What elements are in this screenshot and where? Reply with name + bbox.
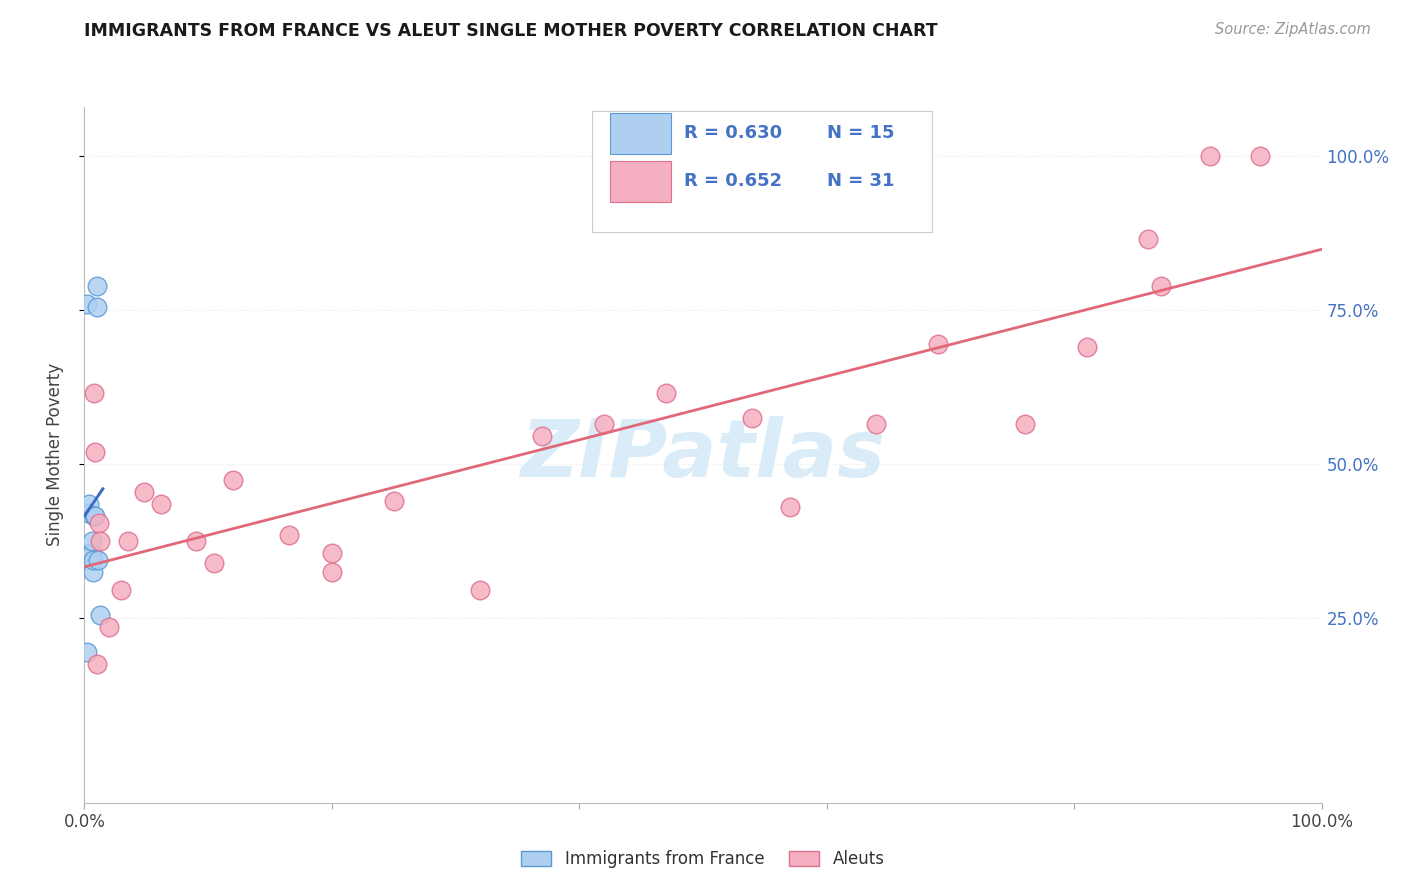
Point [132,484,155,499]
Text: N = 15: N = 15 [827,125,894,143]
Point [76,297,98,311]
Point [86,657,108,672]
Point [89,534,111,549]
Text: Source: ZipAtlas.com: Source: ZipAtlas.com [1215,22,1371,37]
Point [321,546,343,560]
Text: R = 0.630: R = 0.630 [685,125,783,143]
Point [865,417,887,431]
Point [1199,149,1222,163]
Text: R = 0.652: R = 0.652 [685,172,783,191]
Point [117,534,139,549]
Text: N = 31: N = 31 [827,172,894,191]
Point [80,546,103,560]
Point [89,607,111,622]
Point [150,497,173,511]
Point [83,386,105,401]
Point [222,473,245,487]
Point [655,386,678,401]
Point [110,583,132,598]
Point [84,509,107,524]
Y-axis label: Single Mother Poverty: Single Mother Poverty [45,363,63,547]
Point [79,546,101,560]
Point [470,583,492,598]
Point [321,565,343,579]
Point [86,300,108,314]
FancyBboxPatch shape [610,161,671,202]
Point [1137,232,1160,246]
Point [184,534,207,549]
Point [76,645,98,659]
Text: IMMIGRANTS FROM FRANCE VS ALEUT SINGLE MOTHER POVERTY CORRELATION CHART: IMMIGRANTS FROM FRANCE VS ALEUT SINGLE M… [84,22,938,40]
Point [82,552,104,566]
Point [202,556,225,570]
Point [1150,278,1173,293]
Point [84,445,107,459]
Point [741,411,763,425]
Point [593,417,616,431]
Point [89,516,111,530]
Point [927,337,949,351]
Point [87,552,110,566]
Point [86,278,108,293]
Point [79,497,101,511]
Point [382,494,405,508]
Legend: Immigrants from France, Aleuts: Immigrants from France, Aleuts [515,843,891,874]
Point [82,565,104,579]
Text: ZIPatlas: ZIPatlas [520,416,886,494]
Point [1014,417,1036,431]
Point [80,534,103,549]
Point [77,507,100,521]
Point [83,509,105,524]
FancyBboxPatch shape [610,112,671,153]
Point [98,620,121,634]
Point [277,528,299,542]
Point [1076,340,1098,354]
FancyBboxPatch shape [592,111,932,232]
Point [1249,149,1271,163]
Point [531,429,554,443]
Point [779,500,801,515]
